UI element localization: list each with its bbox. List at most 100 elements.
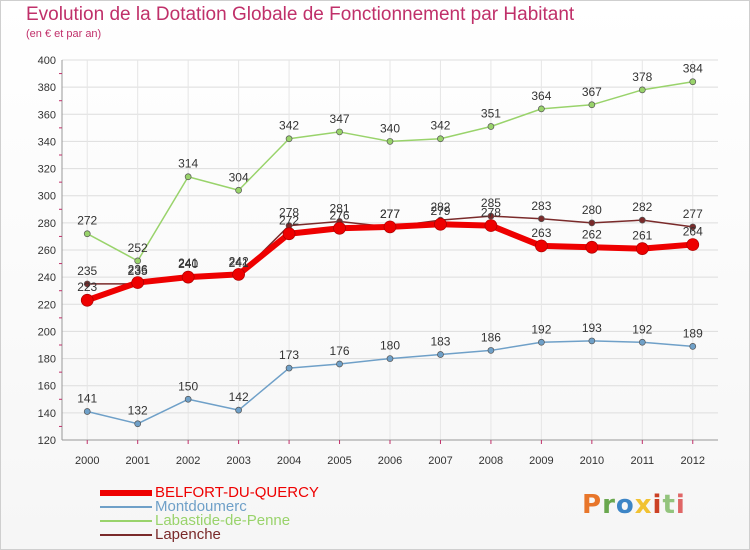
- data-label: 279: [430, 204, 450, 218]
- logo-letter: r: [602, 490, 616, 520]
- x-tick-label: 2012: [681, 455, 705, 467]
- data-point: [80, 293, 94, 307]
- x-tick-label: 2000: [75, 455, 99, 467]
- data-label: 277: [380, 207, 400, 221]
- legend-swatch-labastide: [100, 520, 152, 522]
- data-point: [487, 347, 495, 354]
- data-point: [131, 276, 145, 289]
- data-point: [638, 216, 646, 224]
- data-label: 285: [481, 196, 501, 210]
- legend-label-montdoumerc: Montdoumerc: [155, 498, 247, 515]
- data-label: 351: [481, 107, 501, 121]
- y-tick-label: 120: [38, 435, 56, 447]
- data-point: [336, 128, 343, 136]
- x-tick-label: 2009: [529, 455, 553, 467]
- x-tick-label: 2001: [125, 455, 149, 467]
- data-point: [538, 215, 545, 223]
- data-label: 180: [380, 339, 400, 353]
- data-point: [282, 227, 296, 241]
- y-tick-label: 220: [38, 299, 56, 311]
- data-label: 261: [632, 229, 652, 243]
- data-label: 192: [632, 322, 652, 336]
- data-label: 141: [77, 392, 97, 406]
- data-point: [83, 280, 91, 288]
- data-label: 193: [582, 321, 602, 335]
- data-label: 150: [178, 379, 198, 393]
- data-point: [181, 270, 195, 284]
- y-tick-label: 380: [38, 82, 56, 94]
- data-label: 132: [128, 404, 148, 418]
- data-point: [434, 217, 447, 231]
- data-label: 314: [178, 157, 198, 171]
- data-point: [386, 355, 394, 362]
- x-tick-label: 2011: [630, 455, 654, 467]
- legend-swatch-montdoumerc: [100, 506, 152, 508]
- data-label: 342: [279, 119, 299, 133]
- data-label: 384: [683, 62, 703, 76]
- y-tick-label: 140: [38, 408, 56, 420]
- data-label: 277: [683, 207, 703, 221]
- x-tick-label: 2010: [580, 455, 604, 467]
- x-tick-label: 2007: [428, 455, 452, 467]
- data-label: 272: [77, 214, 97, 228]
- data-point: [538, 338, 545, 346]
- data-label: 186: [481, 330, 501, 344]
- data-point: [689, 343, 697, 350]
- data-label: 367: [582, 85, 602, 99]
- data-point: [437, 351, 444, 358]
- chart-subtitle: (en € et par an): [26, 28, 102, 40]
- legend-swatch-lapenche: [100, 534, 152, 536]
- data-label: 264: [683, 225, 703, 239]
- data-label: 272: [279, 214, 299, 228]
- data-label: 223: [77, 280, 97, 294]
- data-label: 252: [128, 241, 148, 255]
- data-point: [585, 240, 599, 254]
- data-point: [638, 86, 646, 94]
- data-label: 282: [430, 200, 450, 214]
- logo-letter: t: [662, 490, 676, 520]
- data-point: [638, 338, 646, 346]
- line-chart: 120 140 160 180 200 220 240 260 280 300 320 340 360 3…: [38, 55, 718, 467]
- data-label: 262: [582, 227, 602, 241]
- data-label: 241: [229, 256, 249, 270]
- x-tick-label: 2003: [226, 455, 250, 467]
- data-label: 278: [279, 206, 299, 220]
- data-point: [386, 138, 394, 145]
- y-tick-label: 280: [38, 218, 56, 230]
- legend-label-lapenche: Lapenche: [155, 526, 221, 543]
- data-point: [686, 238, 700, 251]
- data-point: [437, 135, 444, 143]
- logo-letter: i: [652, 490, 663, 520]
- data-label: 189: [683, 326, 703, 340]
- data-label: 282: [632, 200, 652, 214]
- y-tick-label: 200: [38, 326, 56, 338]
- data-label: 277: [380, 207, 400, 221]
- data-point: [383, 220, 397, 234]
- legend-label-labastide: Labastide-de-Penne: [155, 512, 291, 529]
- legend-label-belfort: BELFORT-DU-QUERCY: [155, 484, 319, 501]
- data-point: [588, 219, 596, 227]
- y-tick-label: 340: [38, 136, 56, 148]
- logo-letter: o: [615, 490, 635, 520]
- data-point: [588, 101, 596, 109]
- data-point: [235, 406, 242, 414]
- data-label: 364: [531, 89, 551, 103]
- x-tick-label: 2004: [277, 455, 301, 467]
- data-point: [538, 105, 545, 113]
- data-point: [184, 173, 192, 181]
- data-label: 340: [380, 121, 400, 135]
- data-point: [487, 212, 495, 220]
- x-tick-label: 2002: [176, 455, 200, 467]
- data-label: 192: [531, 322, 551, 336]
- data-point: [689, 223, 697, 231]
- data-label: 235: [77, 264, 97, 278]
- data-point: [535, 239, 548, 253]
- y-tick-label: 160: [38, 381, 56, 393]
- data-label: 304: [229, 170, 249, 184]
- data-point: [134, 257, 142, 265]
- data-label: 173: [279, 348, 299, 362]
- data-label: 142: [229, 390, 249, 404]
- data-label: 278: [481, 206, 501, 220]
- proxiti-logo: Proxiti: [582, 490, 686, 520]
- y-tick-label: 360: [38, 109, 56, 121]
